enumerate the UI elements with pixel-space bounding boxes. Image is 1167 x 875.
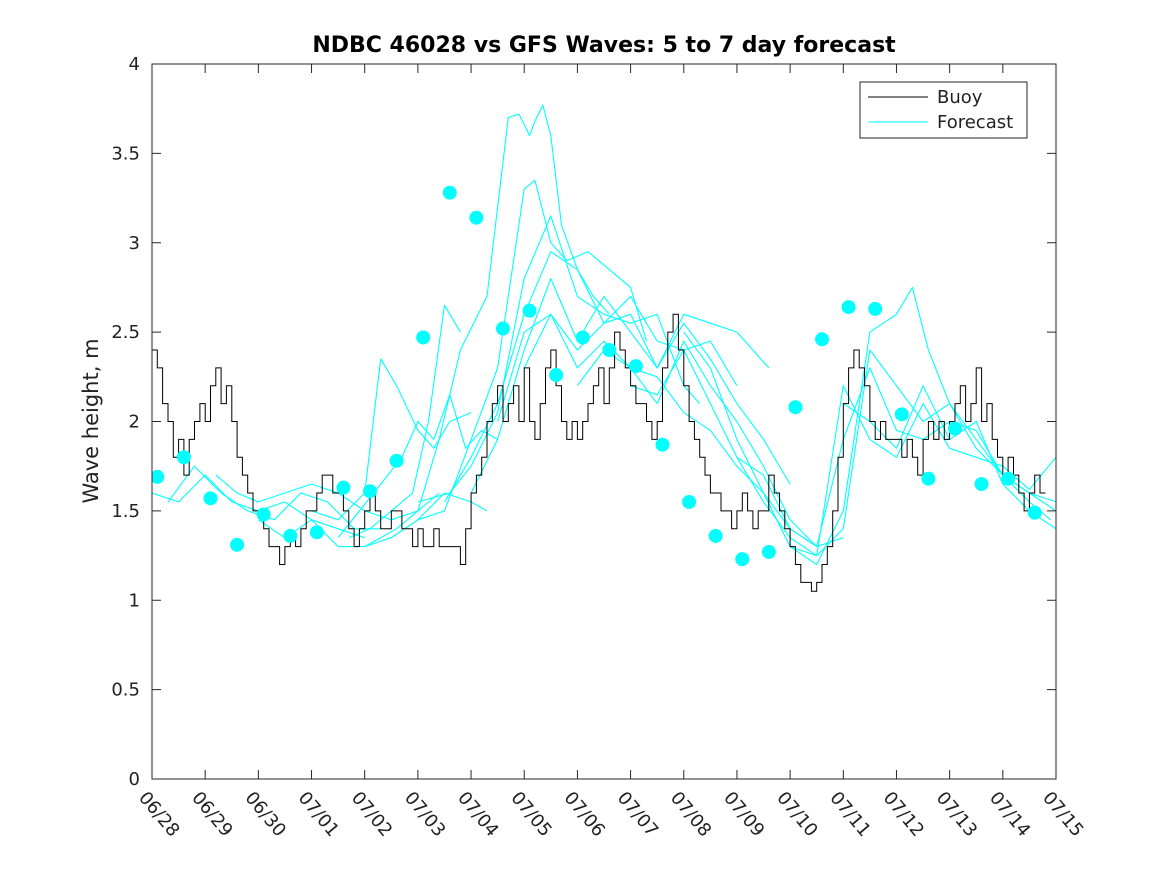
forecast-point xyxy=(841,300,856,315)
forecast-point xyxy=(602,343,617,357)
x-tick-label: 07/15 xyxy=(1038,788,1087,841)
x-tick-label: 07/06 xyxy=(560,788,609,841)
x-tick-label: 07/07 xyxy=(613,788,662,841)
forecast-point xyxy=(469,210,484,225)
y-tick-label: 3 xyxy=(129,233,140,254)
forecast-point xyxy=(894,407,909,422)
forecast-point xyxy=(203,491,218,506)
forecast-point xyxy=(416,330,431,345)
forecast-point xyxy=(628,359,643,374)
x-tick-label: 07/02 xyxy=(347,788,396,841)
plot-frame xyxy=(151,63,1057,780)
x-axis: 06/28 06/29 06/30 07/01 07/02 07/03 07/04 07/05… xyxy=(134,64,1088,841)
y-axis-label: Wave height, m xyxy=(79,338,103,503)
x-tick-label: 07/14 xyxy=(985,788,1034,841)
y-tick-label: 1 xyxy=(129,590,140,611)
x-tick-label: 07/01 xyxy=(294,788,343,841)
forecast-point xyxy=(974,477,989,492)
y-tick-label: 4 xyxy=(129,54,140,75)
forecast-point xyxy=(152,469,165,484)
x-tick-label: 06/29 xyxy=(187,788,236,841)
x-tick-label: 07/12 xyxy=(879,788,928,841)
forecast-line xyxy=(364,104,610,548)
forecast-point xyxy=(815,332,830,347)
forecast-point xyxy=(947,421,962,436)
x-tick-label: 07/04 xyxy=(453,788,502,841)
legend-forecast-label: Forecast xyxy=(937,112,1013,133)
forecast-point xyxy=(363,484,378,499)
forecast-point xyxy=(921,471,936,486)
forecast-line xyxy=(348,304,461,539)
buoy-line xyxy=(152,313,1046,592)
forecast-line xyxy=(337,394,498,539)
chart-title: NDBC 46028 vs GFS Waves: 5 to 7 day fore… xyxy=(312,33,896,58)
forecast-point xyxy=(389,453,404,468)
forecast-point xyxy=(575,330,590,345)
y-tick-label: 2 xyxy=(129,412,140,433)
forecast-line xyxy=(417,215,701,503)
forecast-point xyxy=(176,450,191,465)
forecast-line xyxy=(470,277,770,494)
forecast-line xyxy=(167,465,381,530)
forecast-point xyxy=(1027,505,1042,520)
forecast-point xyxy=(761,544,776,559)
forecast-line xyxy=(258,492,488,548)
x-tick-label: 06/30 xyxy=(241,788,290,841)
forecast-point xyxy=(230,537,245,552)
x-tick-label: 06/28 xyxy=(134,788,183,841)
forecast-point xyxy=(655,437,670,452)
forecast-line xyxy=(630,349,1052,557)
forecast-point xyxy=(868,301,883,316)
legend-box xyxy=(859,81,1028,139)
y-tick-label: 2.5 xyxy=(111,322,140,343)
forecast-point xyxy=(735,552,750,567)
x-tick-label: 07/09 xyxy=(719,788,768,841)
y-tick-label: 1.5 xyxy=(111,501,140,522)
plot-area xyxy=(152,104,1056,592)
forecast-line xyxy=(215,474,440,521)
legend: Buoy Forecast xyxy=(859,81,1028,139)
forecast-line xyxy=(390,179,648,539)
x-tick-label: 07/10 xyxy=(772,788,821,841)
forecast-point xyxy=(1001,471,1016,486)
series-layer xyxy=(152,104,1056,592)
forecast-point xyxy=(309,525,324,540)
y-axis: 0 0.5 1 1.5 2 2.5 3 3.5 4 xyxy=(111,54,1056,790)
forecast-point xyxy=(336,480,351,495)
x-tick-label: 07/08 xyxy=(666,788,715,841)
forecast-point xyxy=(442,185,457,200)
forecast-point xyxy=(522,303,537,318)
forecast-point xyxy=(283,528,298,543)
forecast-line xyxy=(497,313,791,485)
legend-buoy-label: Buoy xyxy=(937,87,983,108)
x-tick-label: 07/11 xyxy=(825,788,874,841)
forecast-line xyxy=(311,358,472,521)
x-tick-label: 07/05 xyxy=(506,788,555,841)
y-tick-label: 0 xyxy=(129,769,140,790)
forecast-point xyxy=(549,368,564,383)
forecast-point xyxy=(495,321,510,336)
y-tick-label: 0.5 xyxy=(111,680,140,701)
y-tick-label: 3.5 xyxy=(111,143,140,164)
forecast-point xyxy=(256,507,271,522)
x-tick-label: 07/13 xyxy=(932,788,981,841)
x-tick-label: 07/03 xyxy=(400,788,449,841)
forecast-line xyxy=(576,349,844,548)
forecast-point xyxy=(682,494,697,509)
forecast-point xyxy=(788,400,803,415)
forecast-point xyxy=(708,528,723,543)
